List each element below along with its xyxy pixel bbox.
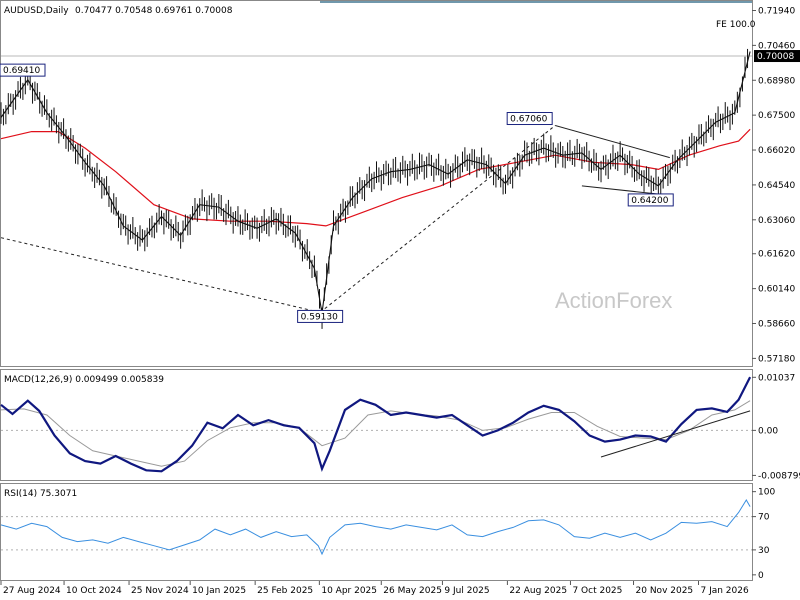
macd-axis-tick-label: 0.01037 xyxy=(758,373,795,383)
macd-axis-tick-label: -0.008799 xyxy=(758,471,800,481)
price-trendline xyxy=(0,237,321,313)
time-axis-label: 7 Oct 2025 xyxy=(572,586,622,596)
rsi-panel-frame xyxy=(0,483,753,581)
price-axis-tick-label: 0.61620 xyxy=(758,250,795,260)
macd-title: MACD(12,26,9) 0.009499 0.005839 xyxy=(4,375,164,385)
current-price-tag xyxy=(754,50,800,63)
chart-title: AUDUSD,Daily xyxy=(4,6,69,16)
price-axis-tick-label: 0.63060 xyxy=(758,216,795,226)
price-axis-tick-label: 0.71940 xyxy=(758,6,795,16)
price-axis-tick-label: 0.66020 xyxy=(758,146,795,156)
time-axis-label: 10 Oct 2024 xyxy=(66,586,122,596)
current-price-label: 0.70008 xyxy=(757,52,794,62)
price-axis-tick-label: 0.64540 xyxy=(758,181,795,191)
price-trendline xyxy=(319,125,556,313)
price-layer: 0.69410 0.59130 0.67060 0.64200 0.71940 0.704… xyxy=(0,1,800,364)
rsi-axis-tick-label: 70 xyxy=(758,513,770,523)
rsi-axis-tick-label: 30 xyxy=(758,546,770,556)
time-axis-label: 25 Feb 2025 xyxy=(257,586,313,596)
price-annotation-box xyxy=(0,63,46,77)
rsi-title: RSI(14) 75.3071 xyxy=(4,489,77,499)
price-annotation-box xyxy=(297,309,344,323)
time-axis-label: 22 Aug 2025 xyxy=(509,586,567,596)
macd-layer: 0.01037 0.00 -0.008799 xyxy=(0,373,800,481)
price-axis-tick-label: 0.57180 xyxy=(758,354,795,364)
price-axis-tick-label: 0.58660 xyxy=(758,320,795,330)
price-axis-tick-label: 0.67500 xyxy=(758,111,795,121)
price-axis-tick-label: 0.68980 xyxy=(758,76,795,86)
time-axis-label: 9 Jul 2025 xyxy=(444,586,489,596)
macd-trendline xyxy=(600,410,751,458)
price-annotation-label: 0.64200 xyxy=(631,196,668,206)
price-annotation-box xyxy=(627,193,674,207)
price-axis-tick-label: 0.60140 xyxy=(758,285,795,295)
time-axis-label: 10 Jan 2025 xyxy=(192,586,246,596)
price-trendline xyxy=(555,125,670,159)
macd-panel-frame xyxy=(0,369,753,481)
price-annotation-label: 0.69410 xyxy=(3,66,40,76)
rsi-axis-tick-label: 0 xyxy=(758,571,764,581)
price-annotation-label: 0.67060 xyxy=(510,115,547,125)
time-axis-label: 26 May 2025 xyxy=(383,586,442,596)
time-axis-label: 20 Nov 2025 xyxy=(636,586,694,596)
time-axis-label: 7 Jan 2026 xyxy=(700,586,748,596)
macd-axis-tick-label: 0.00 xyxy=(758,426,778,436)
price-annotation-label: 0.59130 xyxy=(301,312,338,322)
time-axis-label: 27 Aug 2024 xyxy=(3,586,61,596)
time-axis-label: 10 Apr 2025 xyxy=(321,586,377,596)
price-panel-frame xyxy=(0,0,753,367)
time-axis-label: 25 Nov 2024 xyxy=(131,586,189,596)
rsi-layer: 100 70 30 0 xyxy=(0,488,775,581)
axis-layer: 27 Aug 2024 10 Oct 2024 25 Nov 2024 10 Jan … xyxy=(0,581,749,596)
price-axis-tick-label: 0.70460 xyxy=(758,41,795,51)
price-line xyxy=(0,51,751,314)
ohlc-readout: 0.70477 0.70548 0.69761 0.70008 xyxy=(75,6,233,16)
watermark: ActionForex xyxy=(555,288,672,313)
macd-line xyxy=(0,376,752,473)
rsi-axis-tick-label: 100 xyxy=(758,488,775,498)
fe-level-label: FE 100.0 xyxy=(716,20,756,30)
rsi-line xyxy=(0,499,751,556)
price-annotation-box xyxy=(506,112,553,126)
